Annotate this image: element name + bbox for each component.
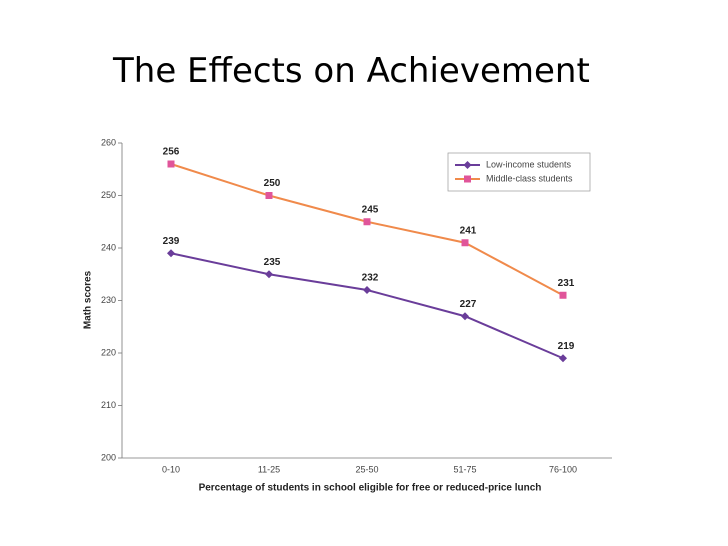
series-line	[170, 252, 564, 360]
data-label: 241	[460, 225, 477, 236]
point	[461, 239, 469, 247]
point	[167, 249, 175, 258]
y-tick-label: 250	[101, 190, 116, 200]
point	[265, 192, 273, 199]
data-label: 231	[558, 278, 575, 289]
data-label: 219	[558, 341, 575, 352]
point	[265, 270, 273, 279]
data-label: 227	[460, 299, 477, 310]
point	[363, 286, 371, 294]
y-tick-label: 260	[101, 137, 116, 147]
legend-marker	[463, 161, 472, 169]
data-label: 239	[163, 236, 180, 247]
x-tick-label: 76-100	[549, 464, 577, 474]
point	[461, 312, 469, 321]
x-tick-label: 25-50	[355, 464, 378, 474]
y-tick-label: 220	[101, 347, 116, 357]
legend-marker	[464, 175, 471, 183]
legend-label: Low-income students	[486, 159, 572, 169]
data-label: 232	[362, 273, 379, 284]
data-label: 235	[264, 257, 281, 268]
x-tick-label: 51-75	[453, 464, 476, 474]
legend-box	[447, 152, 591, 192]
x-axis-label: Percentage of students in school eligibl…	[199, 483, 542, 494]
data-label: 250	[264, 178, 281, 189]
point	[559, 291, 567, 299]
point	[559, 354, 567, 363]
data-label: 245	[362, 204, 379, 215]
x-tick-label: 0-10	[162, 464, 180, 474]
data-label: 256	[163, 147, 180, 158]
y-tick-label: 230	[101, 295, 116, 305]
point	[363, 218, 371, 226]
point	[167, 160, 175, 168]
y-tick-label: 210	[101, 400, 116, 410]
x-tick-label: 11-25	[258, 464, 280, 474]
y-tick-label: 200	[101, 452, 116, 462]
slide-title: The Effects on Achievement	[112, 51, 590, 91]
legend-label: Middle-class students	[486, 173, 573, 183]
y-axis-label: Math scores	[83, 270, 94, 329]
y-tick-label: 240	[101, 242, 116, 252]
